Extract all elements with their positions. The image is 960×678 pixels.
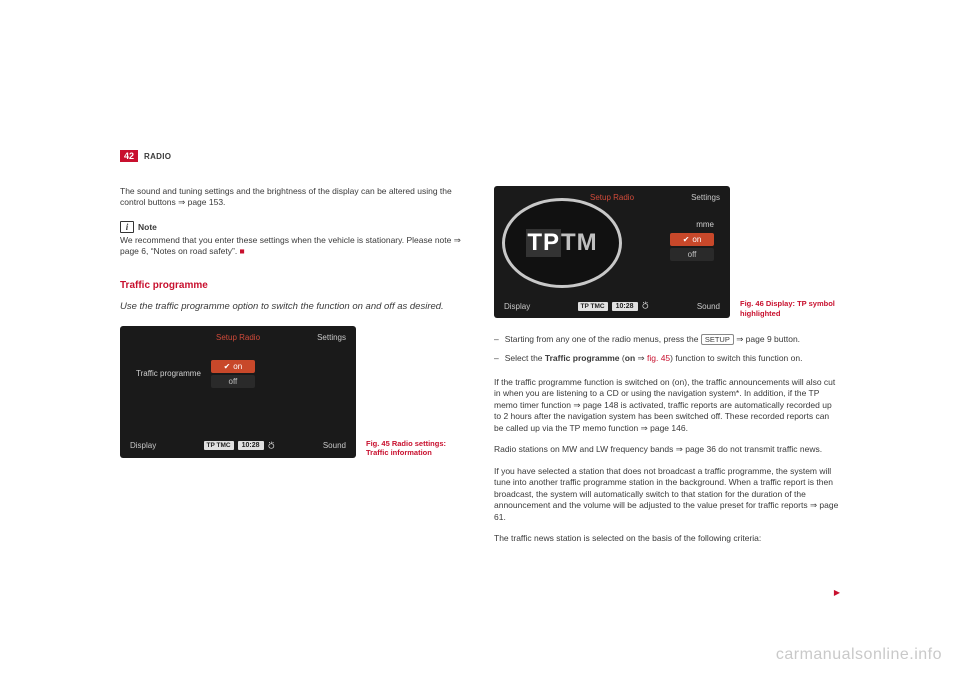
fig45-status: TP TMC 10:28 ⛣ (204, 440, 276, 452)
step1-a: Starting from any one of the radio menus… (505, 334, 701, 344)
section-title: Traffic programme (120, 280, 466, 291)
fig46-sound-label: Sound (697, 302, 720, 311)
fig45-option-on: ✔on (211, 360, 255, 373)
figure-45-caption: Fig. 45 Radio settings: Traffic informat… (366, 439, 466, 458)
check-icon-2: ✔ (683, 235, 690, 244)
section-subtitle: Use the traffic programme option to swit… (120, 301, 466, 314)
antenna-icon-2: ⛣ (642, 300, 650, 312)
fig45-topright: Settings (317, 333, 346, 342)
right-column: Setup Radio Settings TPTM mme ✔on off Di… (494, 186, 840, 545)
figure-45-row: Setup Radio Settings Traffic programme ✔… (120, 326, 466, 458)
note-body-text: We recommend that you enter these settin… (120, 235, 461, 256)
page-header: 42 RADIO (120, 150, 840, 162)
step2-on: on (625, 353, 635, 363)
fig46-time-chip: 10:28 (612, 302, 638, 311)
info-icon: i (120, 221, 134, 233)
step-1: – Starting from any one of the radio men… (494, 334, 840, 345)
fig46-bottom-bar: Display TP TMC 10:28 ⛣ Sound (494, 300, 730, 312)
header-title: RADIO (138, 152, 171, 161)
step2-d: ) function to switch this function on. (670, 353, 802, 363)
check-icon: ✔ (224, 362, 231, 371)
fig45-option-off: off (211, 375, 255, 388)
figure-46-screenshot: Setup Radio Settings TPTM mme ✔on off Di… (494, 186, 730, 318)
right-paragraph-5: The traffic news station is selected on … (494, 533, 840, 544)
fig46-menu-fragment: mme (670, 220, 714, 229)
figure-46-caption: Fig. 46 Display: TP symbol highlighted (740, 299, 840, 318)
fig45-display-label: Display (130, 441, 156, 450)
step2-fig-ref: fig. 45 (647, 353, 670, 363)
note-body: We recommend that you enter these settin… (120, 235, 466, 258)
step1-b: ⇒ page 9 button. (734, 334, 800, 344)
page-number-badge: 42 (120, 150, 138, 162)
step-1-text: Starting from any one of the radio menus… (505, 334, 800, 345)
fig46-display-label: Display (504, 302, 530, 311)
step-2-text: Select the Traffic programme (on ⇒ fig. … (505, 353, 803, 364)
fig45-sound-label: Sound (323, 441, 346, 450)
watermark: carmanualsonline.info (776, 646, 942, 664)
dash-icon-2: – (494, 353, 499, 364)
step2-c: ⇒ (635, 353, 647, 363)
right-paragraph-2: If the traffic programme function is swi… (494, 377, 840, 434)
fig46-option-off: off (670, 248, 714, 261)
fig45-menu-label: Traffic programme (136, 369, 201, 378)
tp-text-2: TM (561, 229, 598, 257)
tp-symbol-zoom: TPTM (526, 229, 597, 257)
continue-triangle-icon: ▶ (834, 588, 840, 597)
step-2: – Select the Traffic programme (on ⇒ fig… (494, 353, 840, 364)
antenna-icon: ⛣ (268, 440, 276, 452)
fig46-option-on: ✔on (670, 233, 714, 246)
fig45-tp-chip: TP TMC (204, 441, 234, 450)
fig46-tp-chip: TP TMC (578, 302, 608, 311)
note-label: Note (138, 222, 157, 232)
note-header: i Note (120, 221, 466, 233)
setup-button-label: SETUP (701, 334, 734, 345)
fig46-topright: Settings (691, 193, 720, 202)
fig45-on-label: on (233, 362, 242, 371)
left-paragraph-1: The sound and tuning settings and the br… (120, 186, 466, 209)
fig45-bottom-bar: Display TP TMC 10:28 ⛣ Sound (120, 440, 356, 452)
fig46-options: mme ✔on off (670, 220, 714, 261)
end-square-icon: ■ (240, 246, 245, 256)
magnifier-lens: TPTM (502, 198, 622, 288)
fig45-time-chip: 10:28 (238, 441, 264, 450)
fig45-options: ✔on off (211, 360, 255, 388)
fig46-status: TP TMC 10:28 ⛣ (578, 300, 650, 312)
tp-text-1: TP (526, 229, 561, 257)
left-column: The sound and tuning settings and the br… (120, 186, 466, 545)
step2-bold: Traffic programme (545, 353, 620, 363)
fig45-menu-row: Traffic programme ✔on off (136, 360, 340, 388)
figure-45-screenshot: Setup Radio Settings Traffic programme ✔… (120, 326, 356, 458)
figure-46-row: Setup Radio Settings TPTM mme ✔on off Di… (494, 186, 840, 318)
dash-icon: – (494, 334, 499, 345)
step2-a: Select the (505, 353, 545, 363)
fig46-on-label: on (692, 235, 701, 244)
right-paragraph-3: Radio stations on MW and LW frequency ba… (494, 444, 840, 455)
right-paragraph-4: If you have selected a station that does… (494, 466, 840, 523)
